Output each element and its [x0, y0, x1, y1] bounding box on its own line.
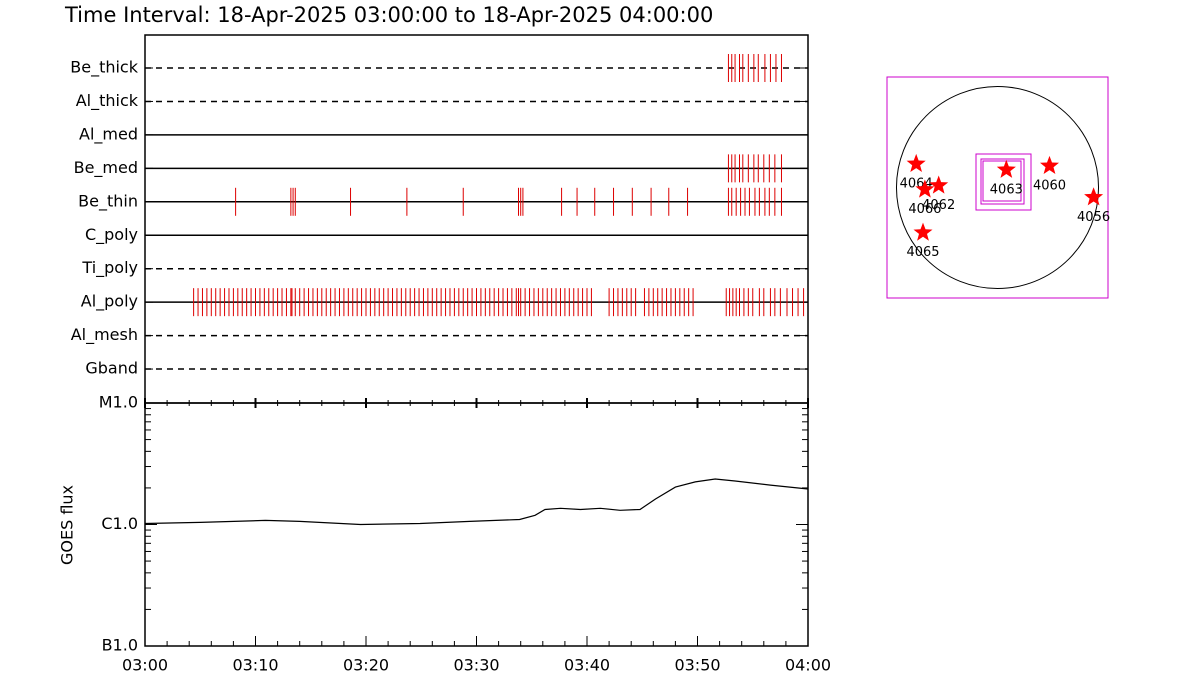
region-label: 4060: [1033, 178, 1066, 193]
goes-curve: [144, 478, 809, 526]
region-star: [1084, 187, 1104, 206]
region-star: [906, 153, 926, 172]
solar-limb: [895, 85, 1100, 290]
row-label: Gband: [85, 359, 138, 378]
row-label: Al_thick: [76, 91, 139, 111]
region-label: 4056: [1077, 210, 1110, 225]
region-star: [1040, 155, 1059, 174]
x-tick-label: 03:00: [122, 656, 168, 675]
row-label: Be_thick: [70, 58, 138, 78]
map-frame: [886, 76, 1109, 299]
x-tick-label: 03:20: [343, 656, 389, 675]
title: Time Interval: 18-Apr-2025 03:00:00 to 1…: [64, 3, 713, 27]
x-tick-label: 03:30: [453, 656, 499, 675]
row-label: Al_med: [79, 124, 138, 144]
timeline-frame: [144, 34, 809, 404]
y-axis-label: GOES flux: [58, 485, 77, 565]
row-label: Al_mesh: [71, 325, 138, 345]
row-label: C_poly: [85, 225, 138, 245]
x-tick-label: 03:10: [232, 656, 278, 675]
region-label: 4066: [908, 202, 941, 217]
region-label: 4063: [990, 182, 1023, 197]
goes-frame: [144, 402, 809, 647]
fov-box: [975, 153, 1032, 211]
y-tick-label: B1.0: [102, 636, 138, 655]
x-tick-label: 03:40: [564, 656, 610, 675]
region-star: [915, 179, 935, 198]
row-label: Ti_poly: [81, 258, 138, 278]
region-star: [996, 159, 1016, 178]
fov-box: [982, 160, 1022, 202]
fov-box: [980, 158, 1025, 205]
region-star: [929, 175, 949, 194]
region-label: 4062: [922, 198, 955, 213]
row-label: Be_med: [74, 158, 138, 178]
row-label: Al_poly: [81, 292, 138, 312]
row-label: Be_thin: [78, 191, 138, 211]
y-tick-label: C1.0: [101, 514, 138, 533]
y-tick-label: M1.0: [99, 393, 138, 412]
x-tick-label: 03:50: [674, 656, 720, 675]
region-label: 4065: [906, 245, 939, 260]
region-star: [913, 222, 933, 241]
x-tick-label: 04:00: [785, 656, 831, 675]
